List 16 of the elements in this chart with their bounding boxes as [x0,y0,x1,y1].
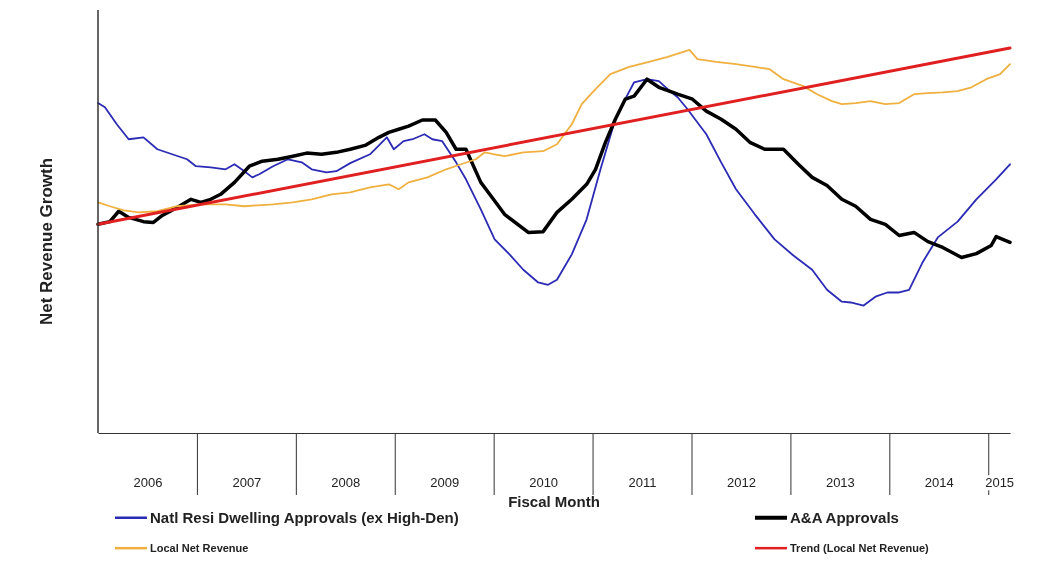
x-tick-label: 2013 [825,475,855,491]
x-axis-title: Fiscal Month [508,493,600,510]
x-tick-label: 2008 [331,475,361,491]
x-tick-label: 2015 [985,475,1015,491]
legend-label: A&A Approvals [790,509,899,526]
legend-label: Trend (Local Net Revenue) [790,542,930,554]
x-tick-label: 2014 [924,475,954,491]
x-tick-label: 2012 [726,475,756,491]
x-tick-label: 2011 [628,475,657,491]
x-tick-label: 2009 [430,475,460,491]
x-tick-label: 2010 [529,475,559,491]
legend-label: Natl Resi Dwelling Approvals (ex High-Den) [150,509,459,526]
x-tick-label: 2006 [133,475,163,491]
legend-label: Local Net Revenue [150,542,249,554]
y-axis-title: Net Revenue Growth [37,157,56,326]
x-tick-label: 2007 [232,475,262,491]
